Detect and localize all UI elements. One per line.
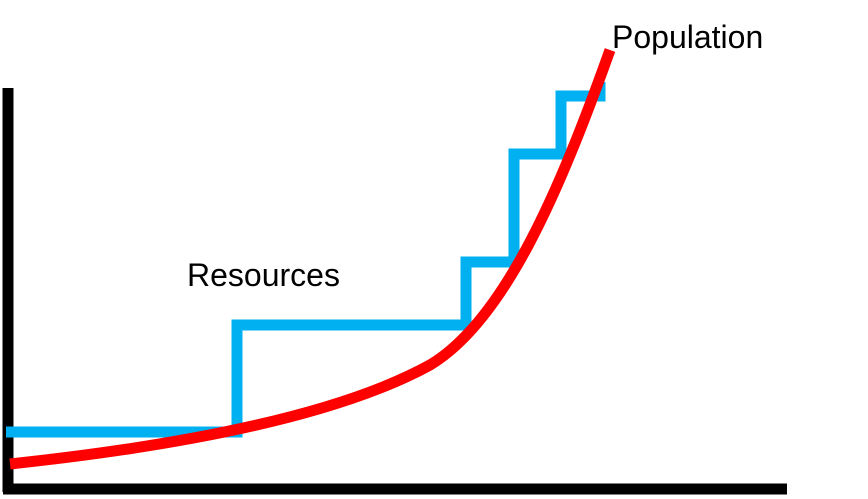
population-curve [9, 48, 616, 470]
resources-label: Resources [187, 257, 340, 293]
population-label: Population [612, 19, 764, 55]
